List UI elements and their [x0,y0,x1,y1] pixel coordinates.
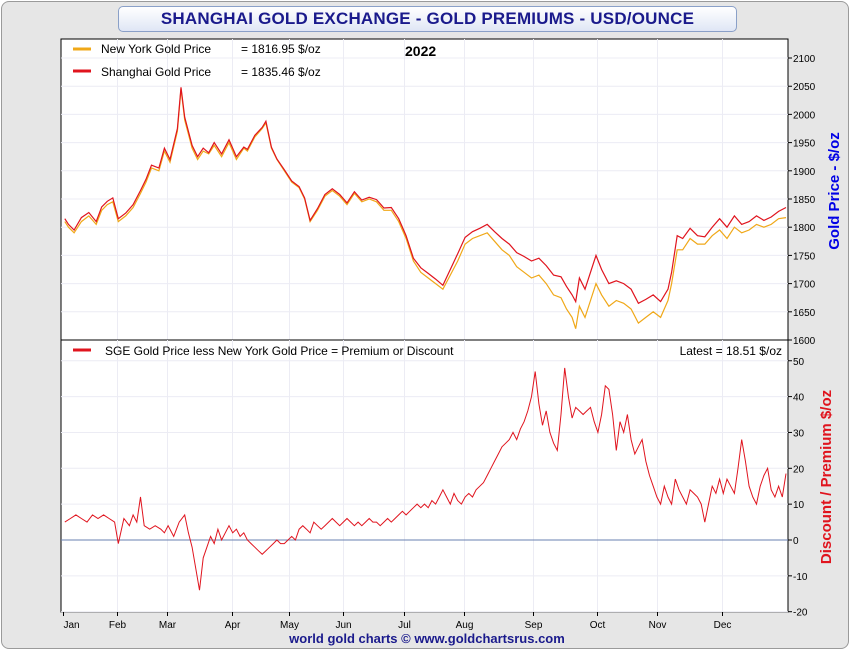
bottom-plot-area [60,339,789,613]
series-line-shanghai [64,87,787,305]
chart-title: SHANGHAI GOLD EXCHANGE - GOLD PREMIUMS -… [118,6,737,32]
x-month-label: Aug [456,620,474,631]
top-y-tick-label: 2050 [793,82,816,93]
x-month-label: Mar [159,620,177,631]
top-y-ticks: 1600 1650 1700 1750 1800 1850 1900 1950 2000 2050… [788,54,816,347]
x-month-label: Jul [398,620,411,631]
bottom-y-tick-label: -10 [793,572,808,583]
top-series [64,87,787,329]
bottom-y-ticks: -20 -10 0 10 20 30 40 50 [788,357,808,619]
x-month-label: Feb [109,620,127,631]
bottom-y-tick-label: 30 [793,428,805,439]
bottom-y-tick-label: -20 [793,608,808,619]
x-month-label: Jan [64,620,80,631]
bottom-series [64,367,787,591]
bottom-y-tick-label: 40 [793,393,805,404]
top-y-tick-label: 1800 [793,223,816,234]
x-month-label: Sep [525,620,543,631]
latest-premium-label: Latest = 18.51 $/oz [680,344,782,358]
x-month-label: May [280,620,299,631]
top-legend: New York Gold Price = 1816.95 $/oz Shang… [73,42,321,79]
bottom-y-tick-label: 10 [793,500,805,511]
bottom-y-axis-label: Discount / Premium $/oz [818,390,835,564]
x-month-label: Oct [590,620,606,631]
top-y-tick-label: 1850 [793,195,816,206]
top-y-tick-label: 2000 [793,110,816,121]
top-grid [61,39,788,340]
x-month-label: Apr [225,620,241,631]
legend-value-new-york: = 1816.95 $/oz [241,42,321,56]
series-line-new-york [64,88,787,329]
top-y-tick-label: 1950 [793,139,816,150]
bottom-y-tick-label: 0 [793,536,799,547]
legend-label-new-york: New York Gold Price [101,42,211,56]
top-y-tick-label: 1700 [793,280,816,291]
year-label: 2022 [405,43,436,59]
top-plot-area [60,38,789,341]
bottom-legend: SGE Gold Price less New York Gold Price … [73,344,782,358]
x-month-labels: Jan Feb Mar Apr May Jun Jul Aug Sep Oct Nov Dec [63,612,732,631]
legend-value-shanghai: = 1835.46 $/oz [241,65,321,79]
bottom-panel: -20 -10 0 10 20 30 40 50 SGE Gold Price less Ne… [60,339,835,631]
series-line-premium [64,367,787,591]
top-y-tick-label: 1650 [793,308,816,319]
x-month-label: Nov [649,620,667,631]
top-y-tick-label: 1750 [793,251,816,262]
top-y-tick-label: 1900 [793,167,816,178]
footer-credit: world gold charts © www.goldchartsrus.co… [289,631,565,646]
top-y-tick-label: 1600 [793,336,816,347]
x-month-label: Dec [714,620,732,631]
bottom-y-tick-label: 20 [793,464,805,475]
top-y-tick-label: 2100 [793,54,816,65]
legend-label-premium: SGE Gold Price less New York Gold Price … [105,344,454,358]
legend-label-shanghai: Shanghai Gold Price [101,65,211,79]
top-y-axis-label: Gold Price - $/oz [826,132,843,250]
top-panel: 1600 1650 1700 1750 1800 1850 1900 1950 2000 2050… [60,38,843,347]
bottom-y-tick-label: 50 [793,357,805,368]
x-month-label: Jun [335,620,351,631]
